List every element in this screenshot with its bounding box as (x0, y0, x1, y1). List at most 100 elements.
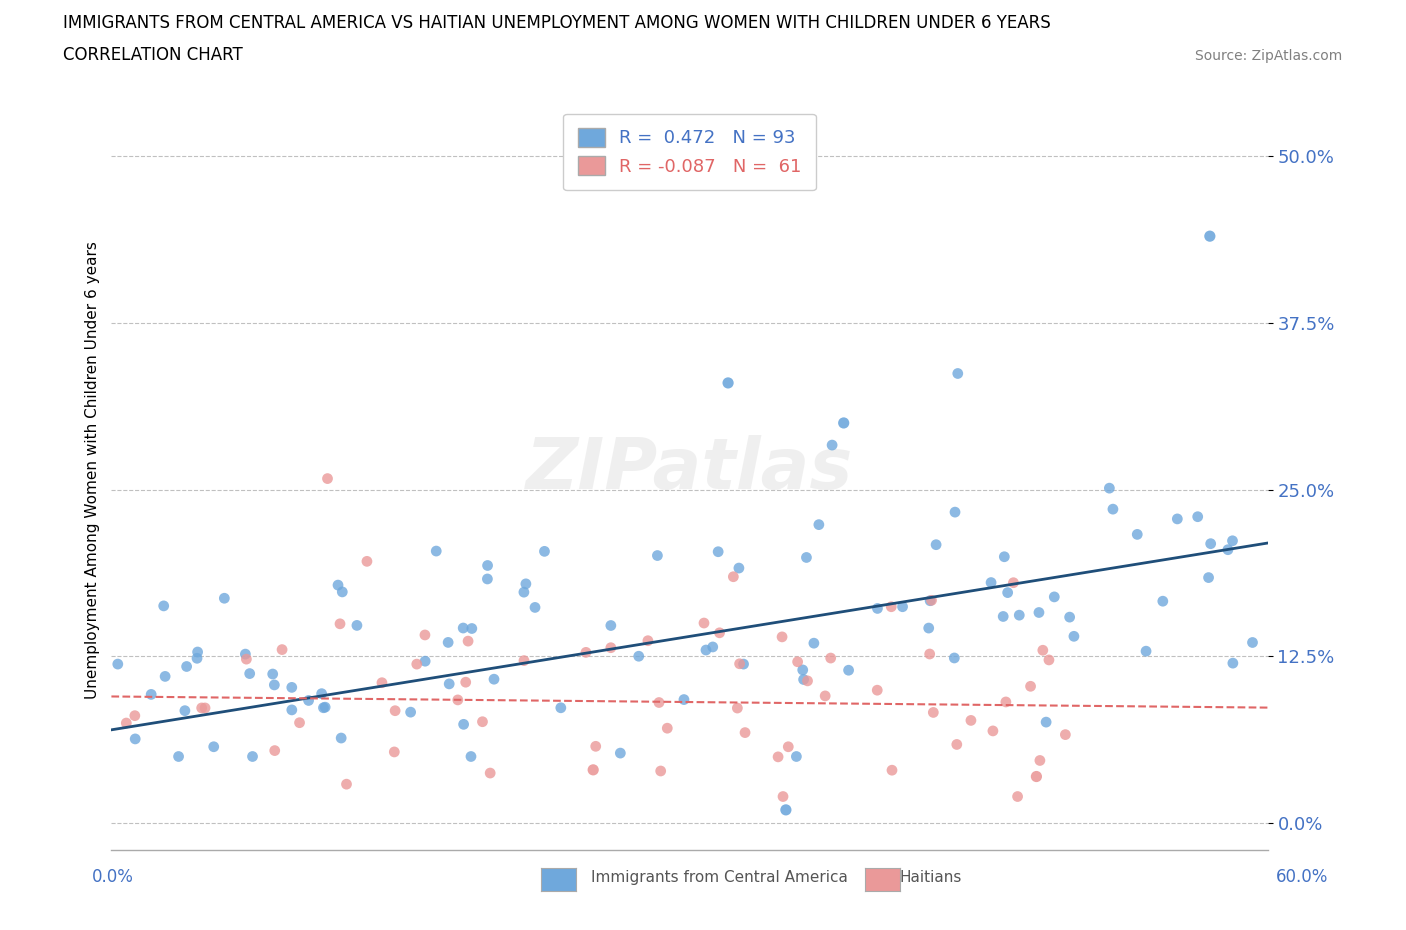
Point (263, 743, 285, 758)
Point (312, 700, 335, 715)
Point (866, 683, 889, 698)
Point (695, 643, 717, 658)
Point (437, 676, 460, 691)
Point (814, 688, 837, 703)
Point (997, 585, 1019, 600)
Point (1198, 570, 1220, 585)
Point (821, 438, 844, 453)
Point (650, 764, 672, 778)
Point (1035, 714, 1057, 729)
Point (993, 609, 1015, 624)
Point (946, 366, 969, 381)
Text: ZIPatlas: ZIPatlas (526, 435, 853, 504)
Point (314, 699, 336, 714)
Point (1019, 679, 1042, 694)
Point (107, 657, 129, 671)
Point (733, 657, 755, 671)
Point (186, 651, 208, 666)
Point (728, 657, 751, 671)
Point (796, 550, 818, 565)
Point (647, 548, 669, 563)
Point (176, 659, 198, 674)
Point (838, 663, 860, 678)
Point (693, 616, 716, 631)
Point (202, 739, 225, 754)
Point (1199, 537, 1222, 551)
Text: 0.0%: 0.0% (91, 868, 134, 885)
Point (371, 675, 394, 690)
Point (723, 569, 745, 584)
Point (461, 621, 484, 636)
Point (994, 695, 1017, 710)
Point (399, 705, 422, 720)
Point (262, 667, 284, 682)
Point (281, 702, 304, 717)
Point (281, 680, 304, 695)
Point (820, 651, 842, 666)
Point (454, 675, 477, 690)
Point (1063, 629, 1085, 644)
Point (513, 653, 536, 668)
Point (174, 703, 197, 718)
Point (637, 633, 659, 648)
Point (778, 739, 800, 754)
Point (437, 635, 460, 650)
Point (330, 584, 353, 599)
Point (943, 505, 966, 520)
Point (770, 630, 793, 644)
Point (832, 416, 855, 431)
Point (960, 713, 983, 728)
Point (471, 714, 494, 729)
Point (447, 693, 470, 708)
Point (1043, 590, 1066, 604)
Text: Immigrants from Central America: Immigrants from Central America (591, 870, 848, 884)
Point (585, 738, 607, 753)
Point (477, 572, 499, 587)
Point (239, 666, 262, 681)
Point (1059, 610, 1081, 625)
Point (451, 620, 474, 635)
Point (1028, 605, 1050, 620)
Point (918, 620, 941, 635)
Point (1152, 593, 1174, 608)
Point (235, 652, 257, 667)
Point (609, 746, 631, 761)
Point (382, 745, 405, 760)
Y-axis label: Unemployment Among Women with Children Under 6 years: Unemployment Among Women with Children U… (86, 241, 100, 698)
Point (479, 765, 502, 780)
Point (194, 700, 217, 715)
Point (920, 593, 942, 608)
Point (115, 715, 138, 730)
Point (356, 554, 378, 569)
Point (271, 642, 294, 657)
Text: IMMIGRANTS FROM CENTRAL AMERICA VS HAITIAN UNEMPLOYMENT AMONG WOMEN WITH CHILDRE: IMMIGRANTS FROM CENTRAL AMERICA VS HAITI… (63, 14, 1052, 32)
Text: Haitians: Haitians (900, 870, 962, 884)
Point (775, 803, 797, 817)
Point (599, 640, 621, 655)
Point (311, 686, 333, 701)
Point (550, 700, 572, 715)
Point (921, 593, 943, 608)
Point (453, 717, 475, 732)
Point (214, 591, 236, 605)
Point (1187, 510, 1209, 525)
Point (329, 617, 352, 631)
Point (707, 544, 730, 559)
Point (1029, 753, 1052, 768)
Text: Source: ZipAtlas.com: Source: ZipAtlas.com (1195, 49, 1343, 63)
Point (582, 763, 605, 777)
Text: CORRELATION CHART: CORRELATION CHART (63, 46, 243, 64)
Point (803, 636, 825, 651)
Point (533, 544, 555, 559)
Point (702, 640, 724, 655)
Point (575, 644, 598, 659)
Point (153, 669, 176, 684)
Point (922, 705, 945, 720)
Point (384, 703, 406, 718)
Point (1222, 656, 1244, 671)
Point (1038, 653, 1060, 668)
Point (880, 763, 903, 777)
Point (335, 777, 357, 791)
Point (1032, 643, 1054, 658)
Point (1135, 644, 1157, 658)
